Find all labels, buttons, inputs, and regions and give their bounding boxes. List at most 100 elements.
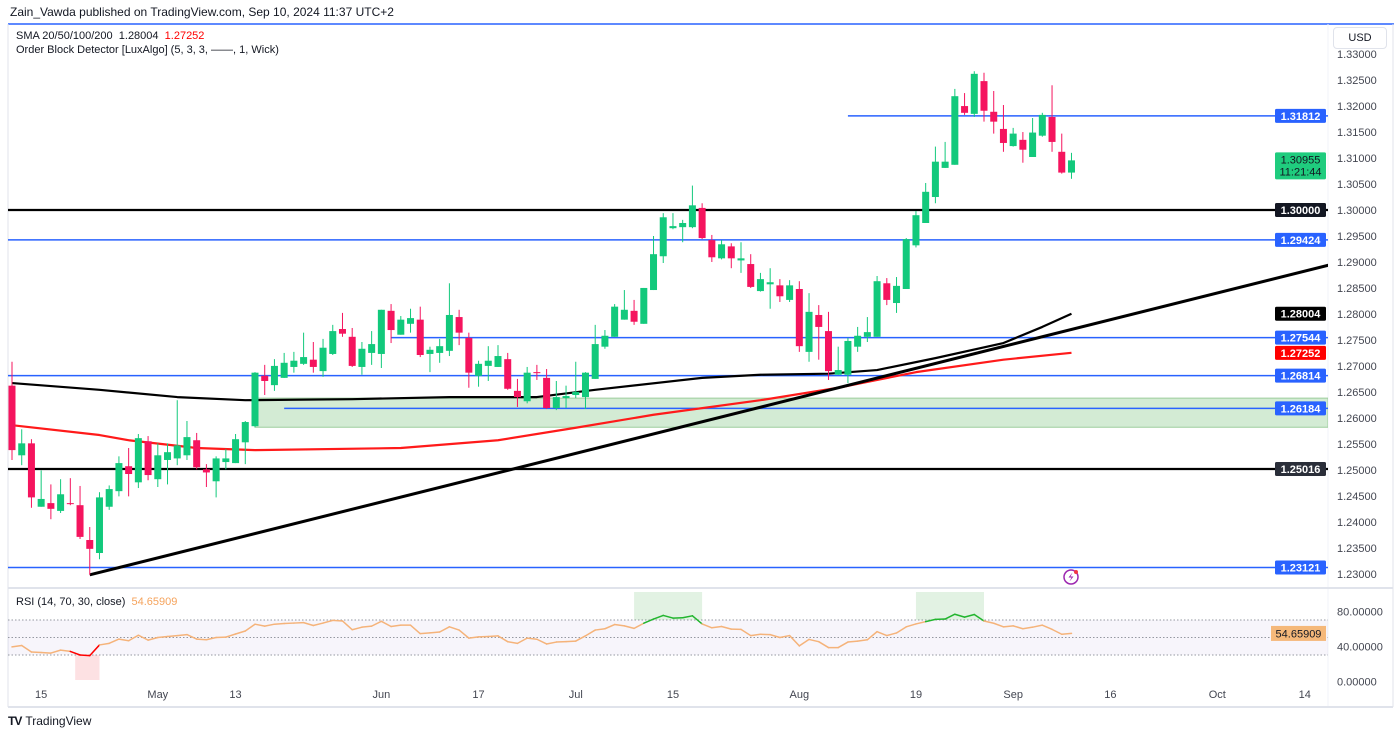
rsi-line-segment bbox=[584, 629, 596, 637]
time-tick-label: Oct bbox=[1209, 689, 1226, 701]
candle-bullish bbox=[407, 308, 415, 333]
candle-bullish bbox=[766, 268, 774, 309]
rsi-line-segment bbox=[545, 641, 558, 645]
candle-bullish bbox=[475, 360, 483, 387]
candle-body bbox=[970, 73, 978, 114]
rsi-line-segment bbox=[341, 620, 353, 631]
candle-bullish bbox=[640, 287, 648, 324]
candle-bearish bbox=[27, 439, 35, 508]
candle-bullish bbox=[436, 338, 444, 363]
candle-body bbox=[173, 445, 181, 459]
rsi-line-segment bbox=[691, 615, 703, 625]
candle-body bbox=[338, 329, 346, 334]
time-tick-label: Jul bbox=[569, 689, 583, 701]
rsi-line-segment bbox=[351, 626, 363, 631]
rsi-line-segment bbox=[886, 632, 898, 637]
rsi-line-segment bbox=[419, 632, 431, 635]
price-level-label: 1.26814 bbox=[1275, 368, 1326, 383]
price-tick-label: 1.25000 bbox=[1337, 465, 1377, 477]
candle-body bbox=[990, 111, 998, 122]
order-block-legend[interactable]: Order Block Detector [LuxAlgo] (5, 3, 3,… bbox=[16, 44, 279, 56]
candle-bullish bbox=[173, 400, 181, 466]
candle-body bbox=[222, 458, 230, 463]
price-level-label: 1.23121 bbox=[1275, 560, 1326, 575]
rsi-line-segment bbox=[720, 625, 733, 630]
candle-bearish bbox=[980, 72, 988, 122]
candle-body bbox=[659, 217, 667, 257]
price-axis[interactable]: 1.33000 1.32500 1.32000 1.31500 1.31000 1.305… bbox=[1337, 49, 1383, 688]
rsi-line-segment bbox=[186, 633, 198, 640]
time-axis[interactable]: 15 May 13 Jun 17 Jul 15 Aug 19 Sep 16 Oct 14 bbox=[35, 689, 1311, 701]
rsi-line-segment bbox=[20, 644, 33, 653]
candle-bearish bbox=[708, 234, 716, 262]
candle-body bbox=[863, 332, 871, 337]
candle-bearish bbox=[795, 281, 803, 352]
tradingview-brand[interactable]: TV TradingView bbox=[8, 714, 91, 728]
candle-bullish bbox=[154, 443, 162, 488]
trendline[interactable] bbox=[89, 263, 1329, 577]
price-level-value: 1.25016 bbox=[1281, 464, 1321, 476]
indicator-legend: SMA 20/50/100/200 1.28004 1.27252 Order … bbox=[16, 29, 279, 57]
candle-bullish bbox=[562, 385, 570, 409]
candle-body bbox=[368, 344, 376, 353]
candle-bullish bbox=[445, 283, 453, 357]
candle-body bbox=[523, 372, 531, 402]
price-level-value: 1.27544 bbox=[1281, 333, 1322, 345]
rsi-line-segment bbox=[594, 628, 606, 631]
candle-bullish bbox=[290, 351, 298, 373]
lightning-icon[interactable] bbox=[1063, 569, 1079, 585]
candle-body bbox=[115, 463, 123, 492]
candle-bullish bbox=[873, 276, 881, 337]
rsi-line-segment bbox=[856, 639, 869, 642]
rsi-tick-label: 80.00000 bbox=[1337, 606, 1383, 618]
rsi-line-segment bbox=[263, 623, 276, 627]
candle-body bbox=[688, 205, 696, 228]
rsi-line-segment bbox=[866, 630, 878, 641]
candle-body bbox=[922, 191, 930, 223]
candle-bullish bbox=[679, 219, 687, 243]
rsi-line-segment bbox=[769, 633, 781, 639]
price-level-value: 1.27252 bbox=[1281, 348, 1321, 360]
candle-body bbox=[18, 443, 26, 456]
candle-bullish bbox=[854, 326, 862, 352]
rsi-pane[interactable] bbox=[8, 592, 1328, 683]
sma-legend[interactable]: SMA 20/50/100/200 1.28004 1.27252 bbox=[16, 29, 279, 43]
rsi-line-segment bbox=[468, 636, 480, 639]
rsi-line-segment bbox=[1061, 632, 1073, 636]
rsi-line-segment bbox=[40, 651, 52, 654]
candle-bearish bbox=[144, 436, 152, 481]
rsi-line-segment bbox=[681, 615, 694, 619]
price-level-value: 1.26814 bbox=[1281, 371, 1322, 383]
candle-body bbox=[795, 288, 803, 347]
currency-button[interactable]: USD bbox=[1333, 27, 1387, 49]
candle-body bbox=[1048, 116, 1056, 142]
rsi-line-segment bbox=[108, 638, 120, 645]
candle-body bbox=[241, 422, 249, 443]
candle-body bbox=[329, 331, 337, 354]
candle-body bbox=[756, 279, 764, 292]
rsi-legend[interactable]: RSI (14, 70, 30, close) 54.65909 bbox=[16, 596, 177, 608]
candle-body bbox=[630, 310, 638, 322]
candle-bullish bbox=[718, 240, 726, 260]
candle-body bbox=[387, 310, 395, 331]
candle-bearish bbox=[66, 478, 74, 506]
candle-body bbox=[931, 161, 939, 198]
price-pane[interactable] bbox=[8, 71, 1329, 577]
candle-bullish bbox=[37, 470, 45, 507]
candle-body bbox=[144, 441, 152, 476]
candle-body bbox=[1029, 132, 1037, 157]
bar-countdown: 11:21:44 bbox=[1279, 166, 1321, 178]
rsi-line-segment bbox=[701, 623, 713, 629]
rsi-line-segment bbox=[506, 640, 519, 645]
price-level-value: 1.28004 bbox=[1281, 309, 1322, 321]
rsi-line-segment bbox=[740, 628, 752, 637]
candle-bullish bbox=[737, 242, 745, 273]
candle-bullish bbox=[329, 324, 337, 355]
rsi-line-segment bbox=[50, 649, 62, 654]
rsi-line-segment bbox=[244, 623, 256, 632]
candle-bullish bbox=[591, 324, 599, 379]
candle-body bbox=[737, 258, 745, 261]
rsi-line-segment bbox=[302, 621, 315, 627]
candle-bearish bbox=[416, 306, 424, 358]
